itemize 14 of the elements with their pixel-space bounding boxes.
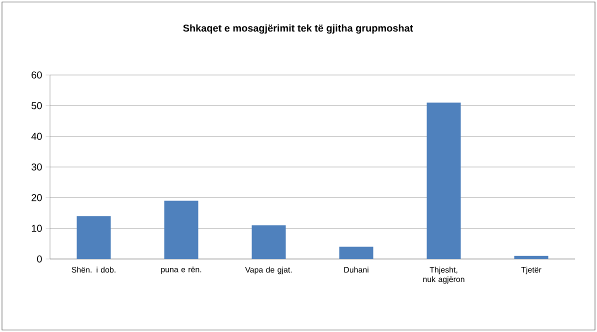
chart-title: Shkaqet e mosagjërimit tek të gjitha grupmoshat <box>183 24 414 34</box>
bar <box>164 200 198 259</box>
y-tick-label: 20 <box>32 194 42 202</box>
bar <box>426 102 461 259</box>
y-tick-label: 40 <box>31 132 42 140</box>
bar <box>339 246 374 259</box>
y-tick-label: 0 <box>37 255 42 263</box>
bar <box>252 225 286 259</box>
y-tick-label: 30 <box>32 163 42 171</box>
y-tick-label: 50 <box>32 102 42 110</box>
bar <box>514 256 548 259</box>
bar <box>76 216 111 259</box>
y-tick-label: 60 <box>32 71 42 79</box>
y-tick-label: 10 <box>32 224 42 232</box>
